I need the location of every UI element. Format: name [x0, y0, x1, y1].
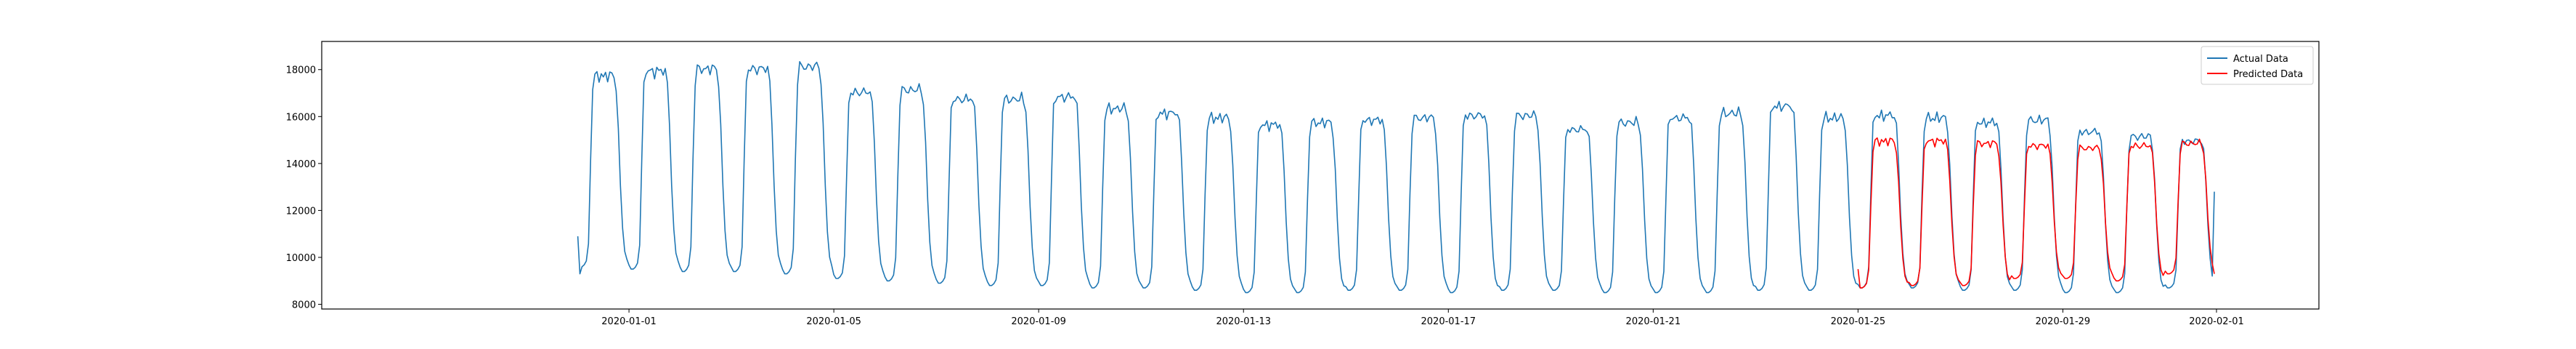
series-layer: [577, 61, 2215, 294]
x-tick-label: 2020-01-05: [806, 316, 861, 327]
y-axis: 8000 10000 12000 14000 16000 18000: [286, 65, 322, 311]
legend-label: Actual Data: [2233, 54, 2288, 65]
y-tick-label: 18000: [286, 65, 316, 76]
x-tick-label: 2020-01-13: [1216, 316, 1271, 327]
y-tick-label: 10000: [286, 253, 316, 264]
y-tick-label: 14000: [286, 159, 316, 170]
legend: Actual Data Predicted Data: [2201, 46, 2314, 85]
x-tick-label: 2020-01-25: [1831, 316, 1886, 327]
legend-label: Predicted Data: [2233, 69, 2303, 80]
plot-area: 2020-01-01 2020-01-05 2020-01-09 2020-01-13…: [286, 41, 2320, 327]
x-tick-label: 2020-02-01: [2189, 316, 2244, 327]
y-tick-label: 8000: [292, 300, 316, 311]
x-tick-label: 2020-01-17: [1421, 316, 1476, 327]
y-tick-label: 12000: [286, 206, 316, 217]
series-line-predicted-data: [1857, 137, 2215, 289]
x-tick-label: 2020-01-09: [1011, 316, 1066, 327]
x-tick-label: 2020-01-29: [2036, 316, 2091, 327]
x-tick-label: 2020-01-01: [601, 316, 657, 327]
x-axis: 2020-01-01 2020-01-05 2020-01-09 2020-01-13…: [601, 309, 2244, 327]
y-tick-label: 16000: [286, 112, 316, 123]
series-line-actual-data: [577, 61, 2215, 294]
axes-frame: [321, 41, 2320, 310]
x-tick-label: 2020-01-21: [1626, 316, 1681, 327]
legend-box: [2201, 46, 2314, 85]
